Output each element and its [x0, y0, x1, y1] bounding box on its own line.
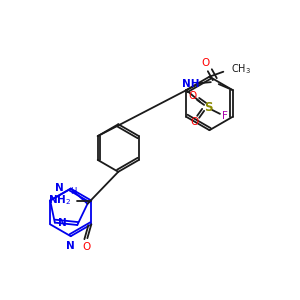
Text: H: H — [70, 187, 76, 196]
Text: N: N — [66, 241, 75, 251]
Text: NH$_2$: NH$_2$ — [49, 194, 71, 207]
Text: F: F — [222, 111, 228, 121]
Text: N: N — [55, 183, 64, 193]
Text: O: O — [202, 58, 210, 68]
Text: N: N — [58, 218, 67, 228]
Text: O: O — [188, 91, 196, 101]
Text: CH$_3$: CH$_3$ — [231, 62, 251, 76]
Text: NH: NH — [182, 79, 200, 89]
Text: S: S — [204, 101, 212, 114]
Text: O: O — [190, 117, 198, 127]
Text: O: O — [82, 242, 91, 252]
